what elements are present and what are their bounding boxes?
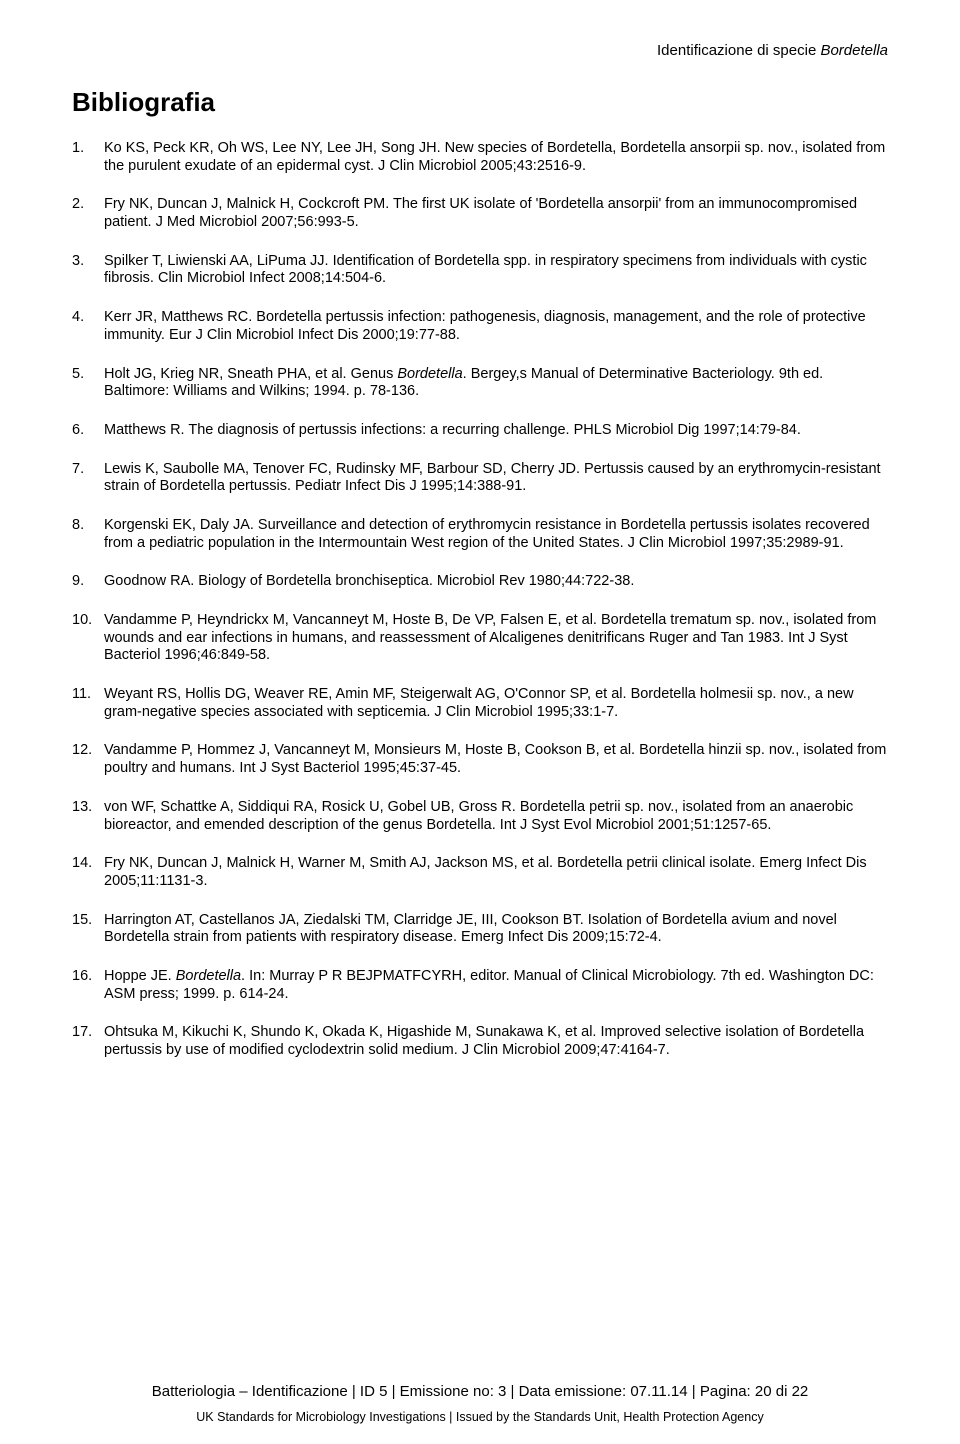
reference-number: 7.	[72, 461, 84, 479]
reference-number: 6.	[72, 422, 84, 440]
reference-number: 13.	[72, 799, 92, 817]
reference-text: Weyant RS, Hollis DG, Weaver RE, Amin MF…	[104, 686, 854, 720]
reference-text: Ohtsuka M, Kikuchi K, Shundo K, Okada K,…	[104, 1024, 864, 1058]
header-italic: Bordetella	[820, 42, 888, 59]
reference-text: von WF, Schattke A, Siddiqui RA, Rosick …	[104, 799, 853, 833]
header-text: Identificazione di specie	[657, 42, 820, 59]
reference-item: 7. Lewis K, Saubolle MA, Tenover FC, Rudi…	[72, 461, 888, 496]
reference-text: Spilker T, Liwienski AA, LiPuma JJ. Iden…	[104, 253, 867, 287]
reference-number: 15.	[72, 912, 92, 930]
reference-item: 1. Ko KS, Peck KR, Oh WS, Lee NY, Lee JH,…	[72, 140, 888, 175]
reference-item: 6. Matthews R. The diagnosis of pertussis…	[72, 422, 888, 440]
reference-number: 14.	[72, 855, 92, 873]
reference-item: 12. Vandamme P, Hommez J, Vancanneyt M, M…	[72, 742, 888, 777]
reference-item: 9. Goodnow RA. Biology of Bordetella bron…	[72, 573, 888, 591]
reference-number: 11.	[72, 686, 91, 704]
reference-text: Holt JG, Krieg NR, Sneath PHA, et al. Ge…	[104, 366, 823, 400]
reference-number: 17.	[72, 1024, 92, 1042]
reference-item: 15. Harrington AT, Castellanos JA, Ziedal…	[72, 912, 888, 947]
reference-text: Ko KS, Peck KR, Oh WS, Lee NY, Lee JH, S…	[104, 140, 885, 174]
reference-item: 8. Korgenski EK, Daly JA. Surveillance an…	[72, 517, 888, 552]
running-header: Identificazione di specie Bordetella	[72, 42, 888, 59]
reference-text: Kerr JR, Matthews RC. Bordetella pertuss…	[104, 309, 866, 343]
reference-text: Korgenski EK, Daly JA. Surveillance and …	[104, 517, 870, 551]
reference-text: Vandamme P, Hommez J, Vancanneyt M, Mons…	[104, 742, 886, 776]
reference-number: 16.	[72, 968, 92, 986]
reference-item: 3. Spilker T, Liwienski AA, LiPuma JJ. Id…	[72, 253, 888, 288]
reference-number: 4.	[72, 309, 84, 327]
reference-number: 3.	[72, 253, 84, 271]
reference-text: Vandamme P, Heyndrickx M, Vancanneyt M, …	[104, 612, 876, 663]
reference-number: 8.	[72, 517, 84, 535]
reference-list: 1. Ko KS, Peck KR, Oh WS, Lee NY, Lee JH,…	[72, 140, 888, 1060]
reference-number: 2.	[72, 196, 84, 214]
reference-item: 4. Kerr JR, Matthews RC. Bordetella pertu…	[72, 309, 888, 344]
reference-item: 14. Fry NK, Duncan J, Malnick H, Warner M…	[72, 855, 888, 890]
reference-item: 11. Weyant RS, Hollis DG, Weaver RE, Amin…	[72, 686, 888, 721]
reference-item: 5. Holt JG, Krieg NR, Sneath PHA, et al. …	[72, 366, 888, 401]
reference-number: 1.	[72, 140, 84, 158]
reference-number: 10.	[72, 612, 92, 630]
reference-text: Matthews R. The diagnosis of pertussis i…	[104, 422, 801, 438]
reference-text: Fry NK, Duncan J, Malnick H, Cockcroft P…	[104, 196, 857, 230]
reference-text: Harrington AT, Castellanos JA, Ziedalski…	[104, 912, 837, 946]
reference-text: Lewis K, Saubolle MA, Tenover FC, Rudins…	[104, 461, 881, 495]
reference-item: 10. Vandamme P, Heyndrickx M, Vancanneyt …	[72, 612, 888, 665]
reference-item: 13. von WF, Schattke A, Siddiqui RA, Rosi…	[72, 799, 888, 834]
page-footer: Batteriologia – Identificazione | ID 5 |…	[0, 1383, 960, 1424]
reference-text: Goodnow RA. Biology of Bordetella bronch…	[104, 573, 634, 589]
reference-item: 2. Fry NK, Duncan J, Malnick H, Cockcroft…	[72, 196, 888, 231]
reference-number: 12.	[72, 742, 92, 760]
page-title: Bibliografia	[72, 87, 888, 118]
reference-item: 16. Hoppe JE. Bordetella. In: Murray P R …	[72, 968, 888, 1003]
reference-number: 9.	[72, 573, 84, 591]
reference-number: 5.	[72, 366, 84, 384]
reference-text: Hoppe JE. Bordetella. In: Murray P R BEJ…	[104, 968, 874, 1002]
footer-line-2: UK Standards for Microbiology Investigat…	[0, 1410, 960, 1424]
reference-text: Fry NK, Duncan J, Malnick H, Warner M, S…	[104, 855, 867, 889]
footer-line-1: Batteriologia – Identificazione | ID 5 |…	[0, 1383, 960, 1400]
reference-item: 17. Ohtsuka M, Kikuchi K, Shundo K, Okada…	[72, 1024, 888, 1059]
